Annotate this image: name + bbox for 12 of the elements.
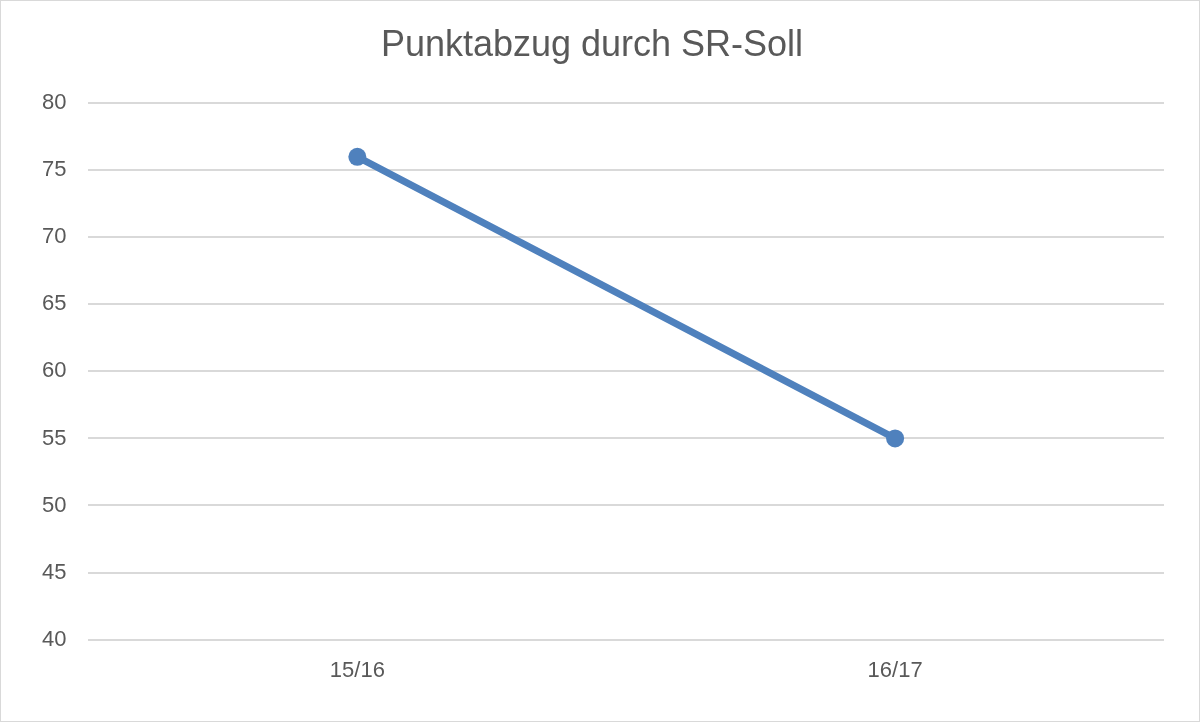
y-tick-label: 80 bbox=[41, 89, 67, 115]
y-tick-label: 50 bbox=[41, 491, 67, 517]
y-tick-label: 65 bbox=[41, 290, 67, 316]
y-tick-label: 60 bbox=[41, 357, 67, 383]
y-tick-label: 55 bbox=[41, 424, 67, 450]
x-tick-label: 15/16 bbox=[329, 656, 385, 682]
y-tick-label: 70 bbox=[41, 223, 67, 249]
chart-title: Punktabzug durch SR-Soll bbox=[380, 22, 804, 64]
y-tick-label: 45 bbox=[41, 558, 67, 584]
x-tick-label: 16/17 bbox=[867, 656, 923, 682]
y-tick-label: 40 bbox=[41, 625, 67, 651]
y-tick-label: 75 bbox=[41, 156, 67, 182]
